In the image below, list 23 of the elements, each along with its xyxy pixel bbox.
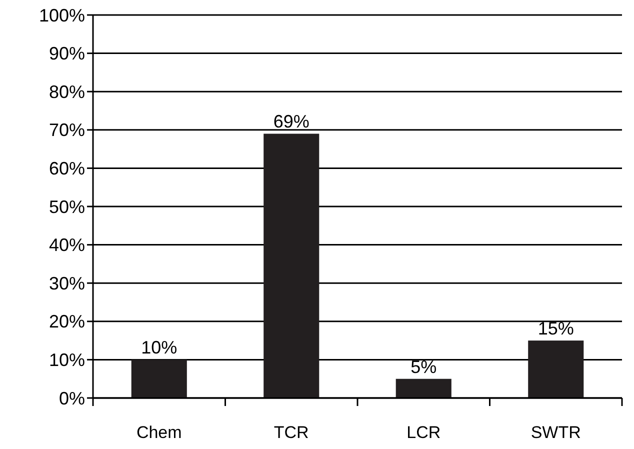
y-tick-label: 50% — [48, 196, 85, 217]
y-tick-label: 70% — [48, 120, 85, 140]
y-tick-label: 10% — [48, 350, 85, 370]
x-tick-label: Chem — [136, 423, 182, 442]
data-label: 69% — [273, 112, 310, 132]
data-label: 5% — [410, 356, 437, 377]
y-tick-label: 90% — [48, 44, 85, 64]
y-tick-label: 60% — [48, 158, 85, 178]
y-tick-label: 40% — [48, 235, 85, 256]
x-tick-label: TCR — [274, 423, 309, 442]
data-label: 10% — [141, 338, 178, 358]
bar — [131, 360, 187, 398]
y-tick-label: 20% — [48, 312, 85, 332]
x-tick-label: LCR — [406, 423, 441, 442]
bar — [396, 378, 452, 398]
bar — [528, 340, 584, 398]
data-label: 15% — [538, 318, 574, 339]
y-tick-label: 80% — [48, 82, 85, 102]
y-tick-label: 100% — [38, 5, 85, 26]
y-tick-label: 0% — [58, 388, 85, 408]
x-tick-label: SWTR — [530, 423, 581, 442]
y-tick-label: 30% — [48, 273, 85, 294]
bar — [264, 134, 320, 398]
